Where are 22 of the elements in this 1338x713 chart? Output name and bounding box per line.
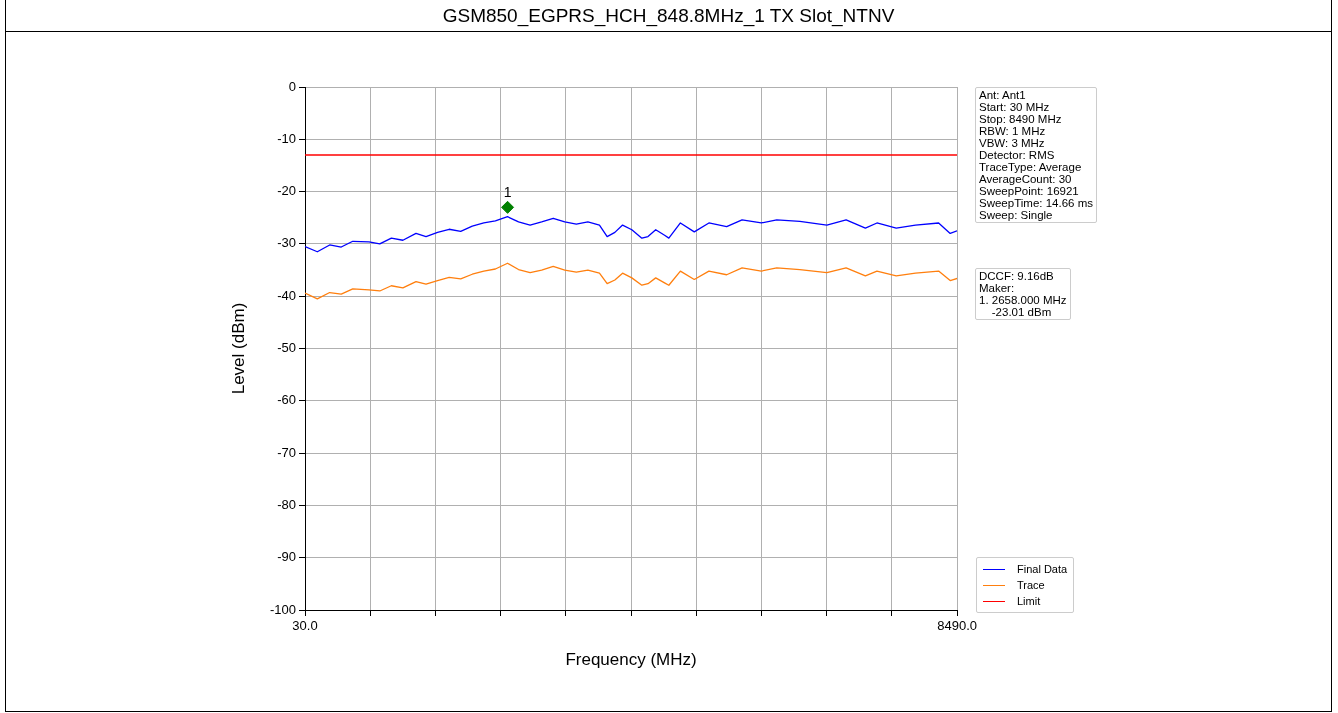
y-tick-label: -30 [277, 235, 296, 251]
y-tick-label: -70 [277, 444, 296, 460]
y-tick-label: 0 [288, 78, 296, 94]
legend-label: Limit [1017, 595, 1041, 607]
x-tick-label: 30.0 [292, 618, 318, 634]
text: Ant: Ant1 Start: 30 MHz Stop: 8490 MHz RBW: 1 MHz VBW: 3 MHz Detector: RMS TraceType: Average AverageCount: 30 SweepPoint: 16921 SweepTime: 14.66 ms Sweep: Single [979, 89, 1093, 221]
y-tick-label: -80 [277, 496, 296, 512]
x-tick-label: 8490.0 [937, 618, 977, 634]
y-axis-title: Level (dBm) [228, 302, 248, 395]
y-tick-label: -10 [277, 130, 296, 146]
text: DCCF: 9.16dB Maker: 1. 2658.000 MHz -23.01 dBm [975, 268, 1071, 320]
x-axis-title: Frequency (MHz) [565, 650, 697, 670]
y-tick-label: -50 [277, 340, 296, 356]
legend-label: Trace [1017, 579, 1045, 591]
y-tick-label: -90 [277, 549, 296, 565]
annotation: 1 [503, 184, 512, 201]
y-tick-label: -40 [277, 287, 296, 303]
y-tick-label: -20 [277, 183, 296, 199]
legend-label: Final Data [1017, 563, 1068, 575]
chart-title: GSM850_EGPRS_HCH_848.8MHz_1 TX Slot_NTNV [5, 0, 1332, 32]
y-tick-label: -60 [277, 392, 296, 408]
y-tick-label: -100 [269, 601, 296, 617]
